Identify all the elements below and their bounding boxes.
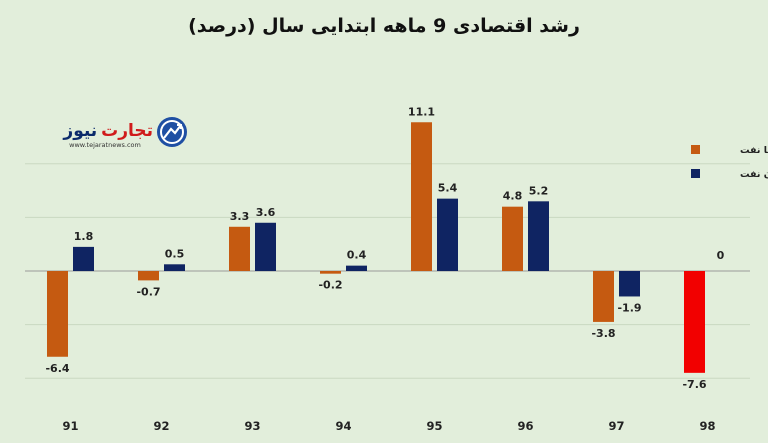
x-tick-label: 98 (699, 419, 715, 433)
bar-without-oil-96 (528, 201, 549, 271)
bar-with-oil-97 (593, 271, 614, 322)
data-label: -0.7 (136, 285, 160, 298)
bar-with-oil-94 (320, 271, 341, 274)
data-label: 11.1 (408, 105, 435, 118)
logo-watermark: تجارت نیوز www.tejaratnews.com (62, 117, 187, 149)
x-tick-label: 92 (153, 419, 169, 433)
data-label: 5.4 (438, 182, 458, 195)
bar-with-oil-92 (138, 271, 159, 281)
data-label: 0 (717, 249, 725, 262)
logo-text-red: تجارت (101, 121, 153, 141)
x-tick-label: 97 (608, 419, 624, 433)
data-labels-layer: -6.4 1.8 -0.7 0.5 3.3 3.6 -0.2 0.4 11.1 5.4 4.8 5.2… (45, 105, 724, 391)
bar-with-oil-93 (229, 226, 250, 271)
legend-swatch-without-oil (691, 169, 700, 178)
data-label: -6.4 (45, 362, 69, 375)
legend-label-with-oil: با نفت (740, 145, 768, 156)
x-tick-label: 95 (426, 419, 442, 433)
bar-without-oil-92 (164, 264, 185, 271)
data-label: 1.8 (74, 230, 94, 243)
bar-without-oil-91 (73, 246, 94, 271)
x-tick-label: 91 (62, 419, 78, 433)
bar-with-oil-91 (47, 271, 68, 357)
bars-layer (47, 122, 705, 373)
data-label: 4.8 (503, 190, 523, 203)
bar-with-oil-95 (411, 122, 432, 271)
data-label: -7.6 (682, 378, 706, 391)
data-label: -0.2 (318, 279, 342, 292)
data-label: 0.4 (347, 249, 367, 262)
chart-title: رشد اقتصادی 9 ماهه ابتدایی سال (درصد) (188, 15, 580, 37)
x-tick-label: 94 (335, 419, 351, 433)
bar-without-oil-95 (437, 198, 458, 271)
x-tick-label: 93 (244, 419, 260, 433)
bar-without-oil-93 (255, 222, 276, 271)
x-tick-labels: 91 92 93 94 95 96 97 98 (62, 419, 715, 433)
x-tick-label: 96 (517, 419, 533, 433)
logo-text-blue: نیوز (62, 121, 97, 141)
legend-swatch-with-oil (691, 145, 700, 154)
bar-with-oil-98 (684, 271, 705, 373)
bar-without-oil-97 (619, 271, 640, 297)
data-label: 3.6 (256, 206, 276, 219)
bar-with-oil-96 (502, 206, 523, 271)
bar-without-oil-94 (346, 265, 367, 271)
data-label: -1.9 (617, 301, 641, 314)
legend-label-without-oil: بدون نفت (740, 169, 768, 180)
logo-text: تجارت نیوز (62, 121, 153, 141)
data-label: 3.3 (230, 210, 250, 223)
grid-lines (25, 163, 750, 379)
logo-url: www.tejaratnews.com (69, 141, 141, 149)
legend: با نفت بدون نفت (691, 145, 768, 180)
data-label: -3.8 (591, 327, 615, 340)
data-label: 5.2 (529, 184, 549, 197)
data-label: 0.5 (165, 247, 185, 260)
